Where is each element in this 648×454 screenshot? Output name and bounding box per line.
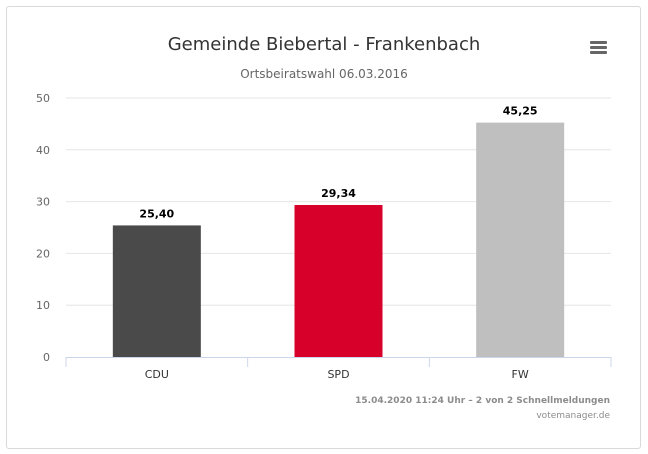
- bars: [112, 122, 565, 357]
- y-tick-label: 40: [36, 144, 50, 157]
- y-tick-label: 20: [36, 247, 50, 260]
- y-tick-label: 50: [36, 92, 50, 105]
- data-label: 29,34: [321, 187, 356, 200]
- menu-line: [590, 46, 607, 49]
- bar-cdu: [112, 225, 201, 357]
- y-axis-ticks: 0 10 20 30 40 50: [36, 92, 50, 364]
- x-axis: CDU SPD FW: [65, 357, 612, 381]
- chart-title: Gemeinde Biebertal - Frankenbach: [167, 34, 481, 55]
- data-labels: 25,40 29,34 45,25: [139, 105, 537, 221]
- hamburger-menu-icon[interactable]: [588, 39, 610, 57]
- bar-fw: [476, 122, 565, 357]
- footer-credits[interactable]: votemanager.de: [536, 411, 610, 421]
- x-tick-label: CDU: [145, 368, 169, 381]
- chart-subtitle: Ortsbeiratswahl 06.03.2016: [240, 67, 408, 81]
- y-tick-label: 0: [43, 351, 50, 364]
- x-tick-label: FW: [512, 368, 529, 381]
- menu-line: [590, 51, 607, 54]
- bar-spd: [294, 205, 383, 357]
- x-tick-label: SPD: [327, 368, 349, 381]
- menu-line: [590, 41, 607, 44]
- data-label: 25,40: [139, 207, 174, 220]
- data-label: 45,25: [503, 105, 538, 118]
- y-tick-label: 10: [36, 299, 50, 312]
- y-tick-label: 30: [36, 196, 50, 209]
- footer-timestamp: 15.04.2020 11:24 Uhr – 2 von 2 Schnellme…: [355, 396, 610, 406]
